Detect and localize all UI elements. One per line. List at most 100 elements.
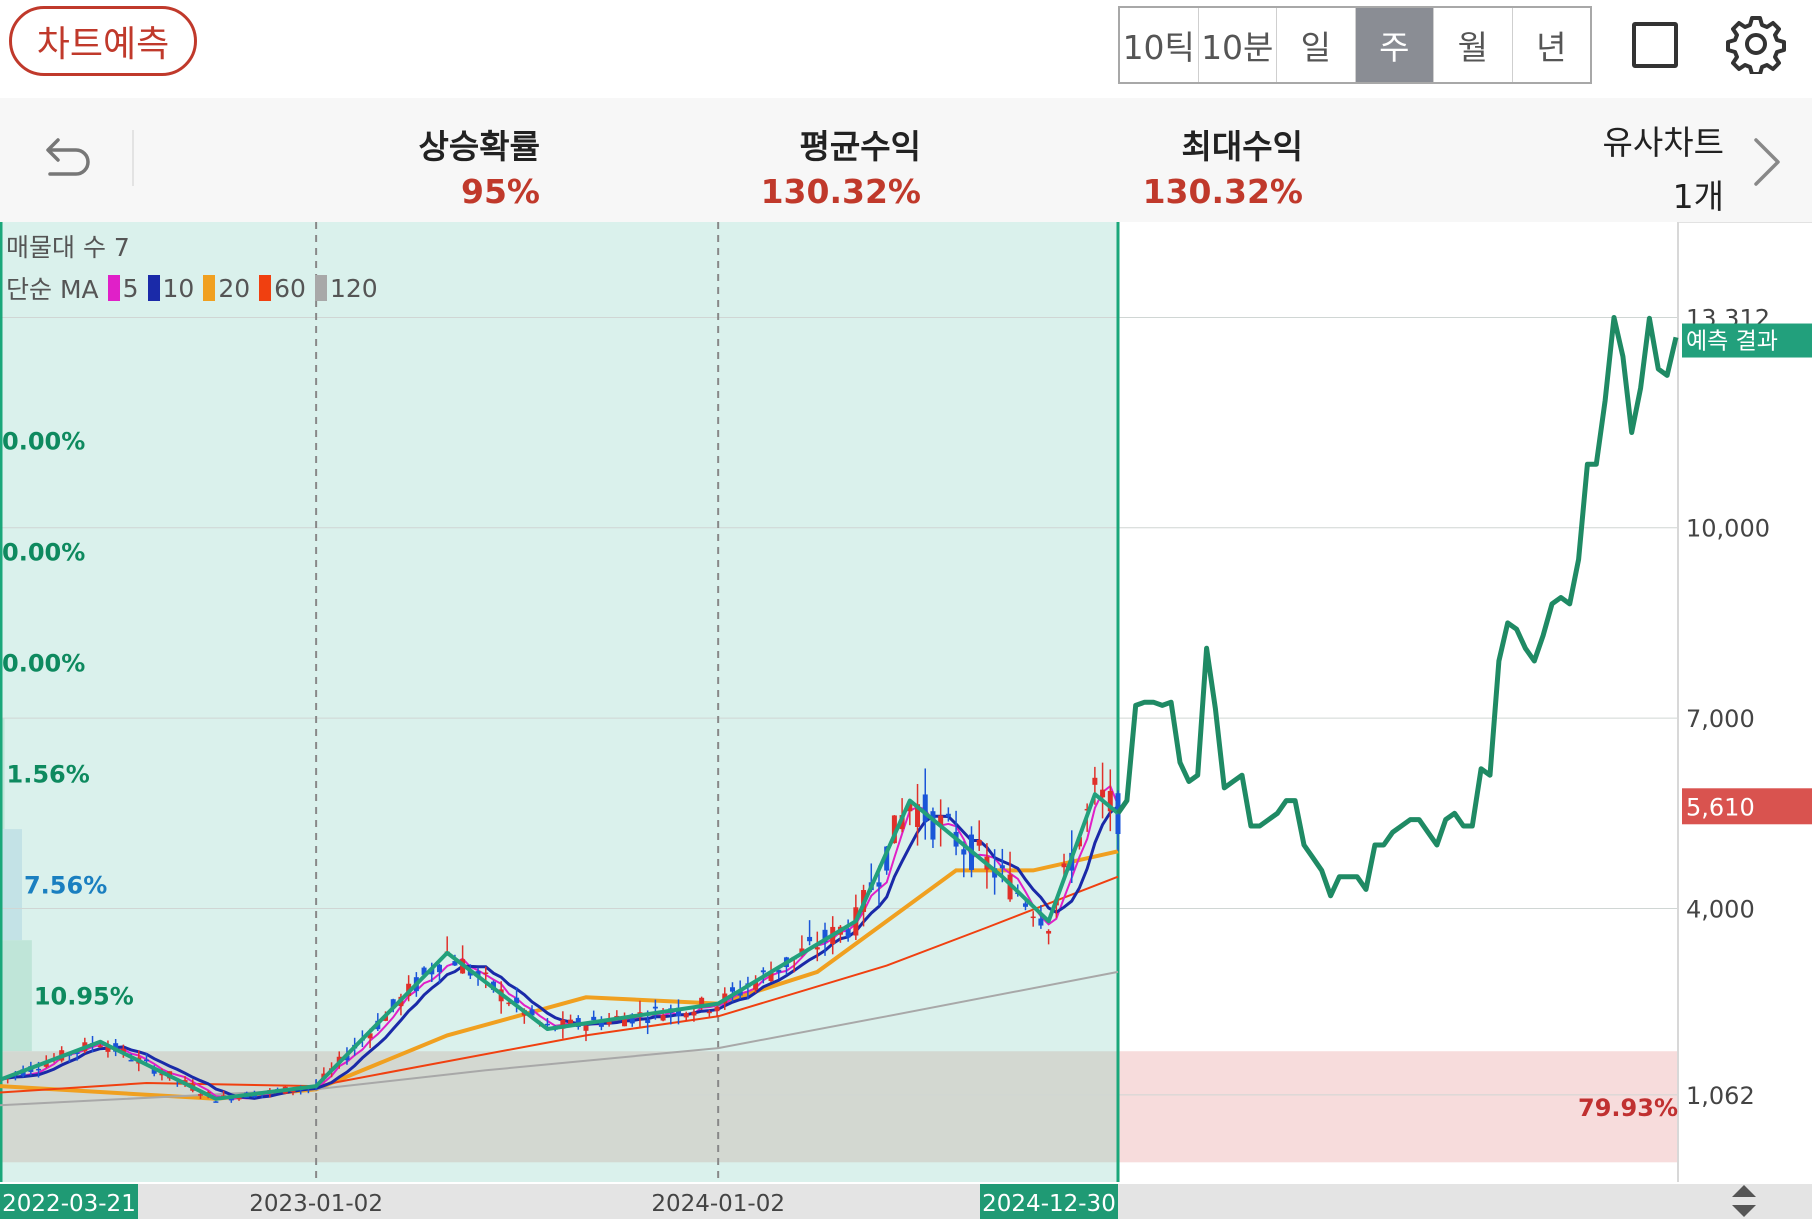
rise-probability-label: 상승확률 [418,127,540,166]
candle-body [945,813,951,817]
candle-body [676,1007,682,1017]
price-axis-label: 1,062 [1686,1082,1755,1110]
candle-body [514,997,520,1004]
ma-period-label: 60 [274,273,306,303]
volume-profile-bar [1118,1051,1678,1163]
history-region-background [0,222,1118,1182]
candle-body [652,1006,658,1009]
candle-body [876,882,882,887]
candle-body [737,991,743,996]
volume-profile-percent: 1.56% [7,761,90,789]
volume-profile-percent: 0.00% [2,538,85,566]
candle-body [999,865,1005,869]
ma-period-label: 10 [162,273,195,303]
candle-body [36,1068,42,1071]
candle-body [1107,790,1113,812]
candle-body [452,961,458,966]
candle-body [97,1045,103,1048]
current-price-label: 5,610 [1686,793,1755,821]
tab-yearly[interactable]: 년 [1536,28,1567,67]
candle-body [622,1017,628,1027]
chevron-right-icon[interactable] [1750,134,1784,190]
tab-10-minutes[interactable]: 10분 [1199,8,1277,82]
candle-body [629,1014,635,1024]
candle-body [976,839,982,846]
candle-body [1022,903,1028,907]
date-axis-label: 2024-12-30 [982,1191,1116,1217]
tab-10-ticks[interactable]: 10틱 [1120,8,1199,82]
candle-body [768,973,774,982]
candle-body [706,1011,712,1014]
volume-profile-percent: 0.00% [2,427,85,455]
similar-charts-button[interactable]: 유사차트 1개 [1603,116,1724,218]
max-return-label: 최대수익 [1181,127,1303,166]
candle-body [683,1013,689,1018]
scale-arrows-icon [1732,1185,1756,1217]
volume-profile-percent: 7.56% [24,872,107,900]
ma-period-label: 120 [329,273,378,303]
candle-body [699,997,705,1006]
ma-color-swatch [314,275,327,301]
candle-body [938,815,944,826]
candle-body [1007,874,1013,900]
candle-body [1061,863,1067,868]
candle-body [891,815,897,844]
candle-body [1046,930,1052,934]
undo-arrow-icon[interactable] [36,128,96,188]
price-axis-label: 7,000 [1686,705,1755,733]
square-icon[interactable] [1632,22,1678,68]
candle-body [43,1062,49,1067]
candle-body [213,1101,219,1103]
candle-body [529,1009,535,1016]
candle-body [344,1055,350,1061]
candle-body [822,929,828,942]
candle-body [1100,789,1106,798]
candle-body [807,936,813,942]
prediction-path-line [1115,315,1679,899]
candle-body [884,846,890,871]
prediction-chart[interactable]: 0.00%0.00%0.00%1.56%7.56%10.95%79.93%13,… [0,222,1812,1219]
candle-body [729,987,735,992]
candle-body [151,1067,157,1074]
candle-body [390,999,396,1008]
candle-body [544,1023,550,1026]
candle-body [915,804,921,827]
volume-profile-percent: 10.95% [34,983,134,1011]
candle-body [367,1033,373,1039]
average-return-value: 130.32% [760,172,921,211]
chart-predict-button[interactable]: 차트예측 [9,6,197,76]
max-return-stat: 최대수익 130.32% [1143,120,1303,211]
candle-body [1038,918,1044,926]
candle-body [691,1011,697,1016]
candle-body [598,1021,604,1027]
date-axis-label: 2022-03-21 [2,1191,136,1217]
candle-body [74,1052,80,1055]
tab-weekly[interactable]: 주 [1355,8,1434,82]
ma-color-swatch [107,275,120,301]
volume-profile-bar [0,829,22,941]
tab-daily[interactable]: 일 [1277,8,1356,82]
average-return-stat: 평균수익 130.32% [761,120,921,211]
volume-profile-legend: 매물대 수 7 [6,233,130,262]
date-axis-highlight [0,1184,138,1219]
candle-body [660,1015,666,1021]
date-axis-highlight [980,1184,1118,1219]
candle-body [922,794,928,822]
tab-monthly[interactable]: 월 [1434,8,1513,82]
top-toolbar: 차트예측 10틱 10분 일 주 월 년 [0,0,1812,98]
pattern-zigzag-line [0,792,1120,1101]
candle-body [583,1025,589,1031]
ma-period-label: 20 [218,273,251,303]
candle-body [776,969,782,973]
price-axis-label: 4,000 [1686,895,1755,923]
candle-body [845,929,851,938]
date-axis-label: 2023-01-02 [249,1191,383,1217]
candle-body [475,971,481,977]
candle-body [753,981,759,990]
candle-body [1030,916,1036,919]
period-tab-group: 10틱 10분 일 주 월 년 [1118,6,1592,84]
candle-body [336,1056,342,1063]
candle-body [568,1019,574,1027]
volume-profile-percent: 0.00% [2,650,85,678]
gear-icon[interactable] [1726,14,1786,74]
